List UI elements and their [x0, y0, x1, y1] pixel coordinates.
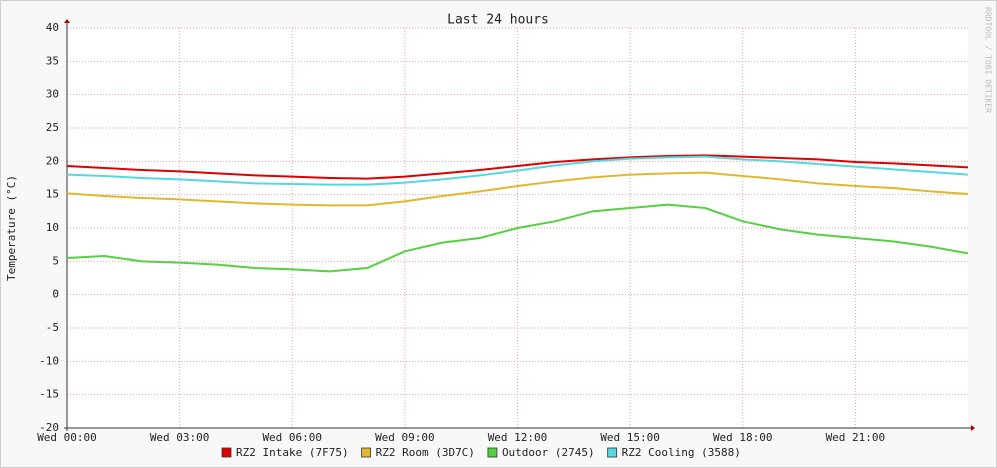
x-tick-label: Wed 15:00	[600, 431, 660, 444]
legend-label: Outdoor (2745)	[502, 446, 595, 459]
series-line	[66, 171, 969, 207]
y-tick-label: 35	[46, 54, 59, 67]
legend-label: RZ2 Cooling (3588)	[622, 446, 741, 459]
y-tick-label: -15	[39, 388, 59, 401]
x-tick-label: Wed 18:00	[713, 431, 773, 444]
legend-swatch	[361, 447, 371, 458]
x-tick-label: Wed 06:00	[262, 431, 322, 444]
y-tick-label: 5	[52, 254, 59, 267]
series-line	[66, 155, 969, 186]
legend-swatch	[487, 447, 498, 458]
legend-swatch	[221, 447, 232, 458]
series-line	[66, 154, 969, 180]
x-axis-arrow	[971, 425, 975, 431]
y-tick-label: 0	[52, 288, 59, 301]
y-tick-label: -5	[46, 321, 59, 334]
chart-title: Last 24 hours	[447, 13, 549, 28]
y-axis-arrow	[64, 19, 70, 23]
y-axis-label: Temperature (°C)	[5, 175, 18, 281]
x-tick-label: Wed 00:00	[37, 431, 97, 444]
y-tick-label: -20	[39, 421, 59, 434]
x-tick-label: Wed 12:00	[488, 431, 548, 444]
y-tick-label: 40	[46, 21, 59, 34]
y-tick-label: 30	[46, 88, 59, 101]
x-tick-label: Wed 09:00	[375, 431, 435, 444]
legend-swatch	[607, 447, 618, 458]
x-tick-label: Wed 03:00	[150, 431, 210, 444]
legend-label: RZ2 Room (3D7C)	[376, 446, 475, 459]
y-tick-label: 10	[46, 221, 59, 234]
x-tick-label: Wed 21:00	[826, 431, 886, 444]
watermark: RRDTOOL / TOBI OETIKER	[984, 7, 993, 113]
y-tick-label: 15	[46, 188, 59, 201]
series-line	[66, 203, 969, 273]
legend-label: RZ2 Intake (7F75)	[236, 446, 349, 459]
y-tick-label: 25	[46, 121, 59, 134]
y-tick-label: -10	[39, 354, 59, 367]
y-tick-label: 20	[46, 154, 59, 167]
